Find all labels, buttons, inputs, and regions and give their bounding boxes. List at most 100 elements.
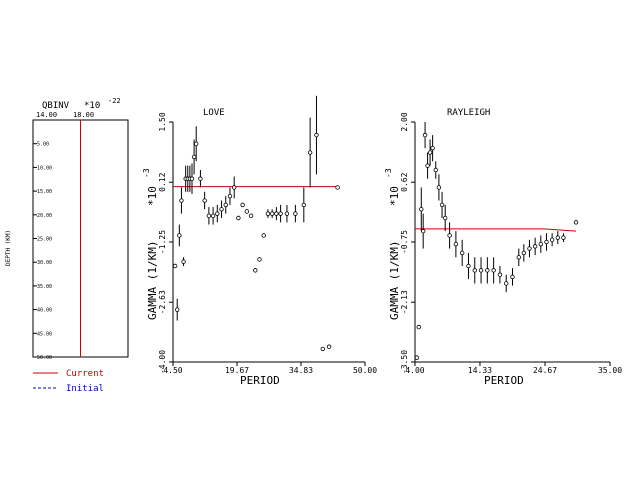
depth-y-axis-label: DEPTH (KM) <box>5 230 12 266</box>
love-data-point <box>240 202 245 208</box>
rayleigh-data-point <box>516 255 521 260</box>
love-x-axis-label: PERIOD <box>240 374 280 387</box>
rayleigh-data-point <box>538 241 544 247</box>
love-panel: LOVE PERIOD GAMMA (1/KM) *10 -3 -4.00 -2.… <box>142 95 377 387</box>
depth-y-tick-label: 25.00 <box>37 237 52 243</box>
rayleigh-data-point <box>561 235 566 240</box>
love-data-point <box>175 307 180 312</box>
love-x-tick-label: 50.00 <box>353 366 377 375</box>
love-observations <box>172 95 340 352</box>
love-data-point <box>215 211 220 216</box>
rayleigh-x-tick-label: 4.00 <box>405 366 424 375</box>
depth-scale-exponent: -22 <box>108 97 121 105</box>
rayleigh-y-axis-label: GAMMA (1/KM) <box>388 241 401 320</box>
love-data-point <box>177 233 182 238</box>
rayleigh-y-tick-label: 0.62 <box>400 172 409 191</box>
love-data-point <box>265 211 271 216</box>
love-y-tick-label: 1.50 <box>158 112 167 131</box>
depth-y-tick-label: 45.00 <box>37 331 52 337</box>
love-data-point <box>194 141 199 147</box>
love-data-point <box>210 213 216 219</box>
love-data-point <box>206 213 212 219</box>
rayleigh-x-axis-label: PERIOD <box>484 374 524 387</box>
depth-top-tick-1: 14.00 <box>36 111 57 119</box>
love-data-point <box>257 257 262 262</box>
rayleigh-data-point <box>436 185 442 190</box>
love-data-point <box>320 346 326 352</box>
rayleigh-x-tick-label: 35.00 <box>598 366 622 375</box>
love-data-point <box>223 202 228 208</box>
love-data-point <box>172 263 178 269</box>
depth-y-tick-label: 20.00 <box>37 213 52 219</box>
love-data-point <box>227 193 233 199</box>
depth-scale-label: *10 <box>84 101 100 111</box>
rayleigh-data-point <box>439 202 445 208</box>
love-data-point <box>274 211 279 216</box>
rayleigh-x-tick-label: 24.67 <box>533 366 557 375</box>
love-title: LOVE <box>203 108 225 118</box>
rayleigh-data-point <box>555 235 560 240</box>
rayleigh-data-point <box>425 163 430 168</box>
love-y-axis-scale: *10 <box>146 186 159 206</box>
love-data-point <box>293 211 298 216</box>
love-data-point <box>284 211 290 216</box>
rayleigh-data-point <box>419 207 424 212</box>
love-data-point <box>269 211 275 216</box>
rayleigh-data-point <box>422 132 428 138</box>
love-data-point <box>202 198 207 203</box>
rayleigh-data-point <box>573 220 579 225</box>
rayleigh-data-point <box>453 241 459 247</box>
rayleigh-data-point <box>510 274 515 280</box>
love-x-tick-label: 19.67 <box>225 366 249 375</box>
love-data-point <box>248 213 254 219</box>
rayleigh-data-point <box>521 250 527 256</box>
love-data-point <box>335 185 340 190</box>
depth-y-tick-label: 10.00 <box>37 165 52 171</box>
love-data-point <box>219 207 224 212</box>
love-data-point <box>314 132 319 138</box>
love-y-tick-label: -2.63 <box>158 290 167 314</box>
rayleigh-data-point <box>466 263 471 269</box>
rayleigh-x-tick-label: 14.33 <box>468 366 492 375</box>
rayleigh-current-model <box>415 228 577 232</box>
rayleigh-data-point <box>544 239 549 245</box>
rayleigh-data-point <box>472 268 477 273</box>
love-data-point <box>261 233 266 238</box>
love-y-tick-label: -4.00 <box>158 350 167 374</box>
rayleigh-data-point <box>549 237 555 243</box>
love-data-point <box>231 185 237 190</box>
rayleigh-y-tick-label: -3.50 <box>400 350 409 374</box>
rayleigh-y-axis-scale: *10 <box>388 186 401 206</box>
love-data-point <box>301 202 307 208</box>
legend-current-label: Current <box>66 369 104 379</box>
depth-top-tick-2: 18.00 <box>73 111 94 119</box>
love-ticks: -4.00 -2.63 -1.25 0.12 1.50 4.50 19.67 34.83 50.… <box>158 112 377 375</box>
rayleigh-data-point <box>485 268 490 273</box>
depth-profile-panel: QBINV *10 -22 14.00 18.00 DEPTH (KM) 5.0… <box>5 97 129 394</box>
rayleigh-data-point <box>504 281 509 286</box>
love-data-point <box>191 154 197 160</box>
rayleigh-data-point <box>532 244 538 249</box>
rayleigh-data-point <box>478 268 484 273</box>
depth-y-ticks: 5.00 10.00 15.00 20.00 25.00 30.00 35.00 40.00 4… <box>33 142 52 361</box>
love-data-point <box>189 176 195 181</box>
rayleigh-data-point <box>447 233 452 238</box>
love-data-point <box>278 211 283 216</box>
love-x-tick-label: 4.50 <box>163 366 182 375</box>
love-y-tick-label: 0.12 <box>158 172 167 191</box>
rayleigh-data-point <box>491 268 496 273</box>
depth-y-tick-label: 50.00 <box>37 355 52 361</box>
rayleigh-data-point <box>497 272 503 277</box>
depth-y-tick-label: 30.00 <box>37 260 52 266</box>
rayleigh-y-tick-label: -2.13 <box>400 290 409 314</box>
rayleigh-y-axis-exponent: -3 <box>384 168 393 178</box>
rayleigh-data-point <box>527 246 532 251</box>
love-data-point <box>236 215 241 221</box>
rayleigh-data-point <box>459 250 465 256</box>
love-data-point <box>307 150 313 155</box>
love-y-tick-label: -1.25 <box>158 230 167 254</box>
rayleigh-data-point <box>427 150 433 155</box>
love-y-axis-exponent: -3 <box>142 168 151 178</box>
rayleigh-data-point <box>416 324 421 330</box>
